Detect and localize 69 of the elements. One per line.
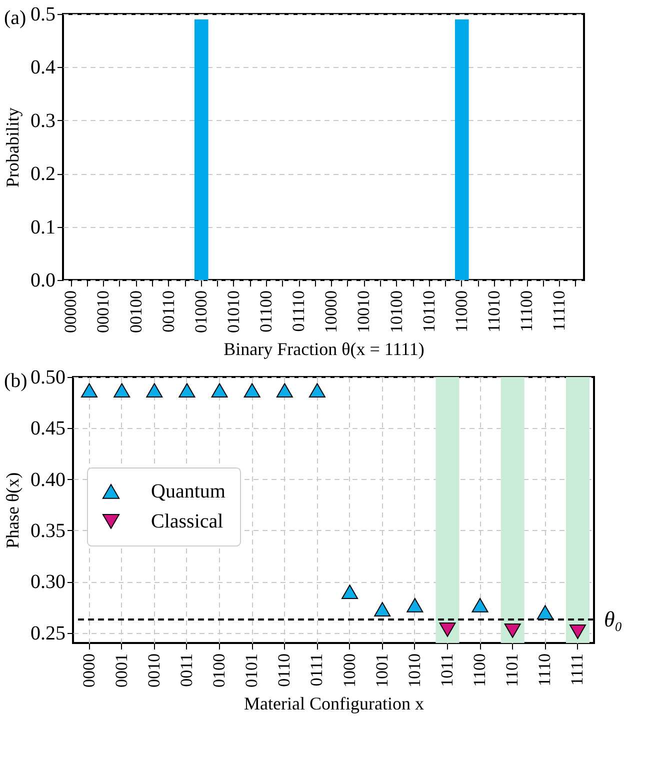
chart-title: (b) [4,370,28,392]
x-tick-label: 0110 [274,654,294,687]
point [472,598,488,612]
point [308,383,326,398]
x-tick-label: 11010 [484,290,504,332]
y-tick-label: 0.45 [30,418,66,440]
point [276,383,293,398]
x-tick-label: 0011 [176,654,196,687]
y-tick-label: 0.1 [30,216,56,238]
y-tick-label: 0.35 [30,520,66,542]
x-tick-label: 00010 [94,290,113,333]
x-tick-label: 00000 [61,290,80,333]
x-axis-title: Material Configuration x [244,694,424,714]
point [342,584,358,600]
point [439,622,456,637]
x-tick-label: 1010 [404,654,424,688]
y-tick-label: 0.3 [30,110,56,132]
legend-label: Quantum [151,480,226,502]
x-tick-label: 00100 [126,290,146,333]
x-tick-label: 0010 [144,654,164,688]
y-tick-label: 0.4 [30,56,56,79]
x-tick-label: 0111 [307,654,326,686]
x-tick-label: 1110 [535,654,554,686]
x-tick-label: 01000 [191,290,210,333]
y-tick-label: 0.50 [30,366,66,388]
x-tick-label: 1100 [470,654,490,687]
x-tick-label: 0001 [112,654,131,688]
x-tick-label: 10010 [354,290,374,333]
point [504,624,521,638]
x-tick-label: 10100 [386,290,406,333]
y-tick-label: 0.0 [30,270,56,292]
x-tick-label: 10110 [419,290,438,332]
x-tick-label: 11110 [550,290,569,332]
point [244,383,260,398]
y-tick-label: 0.25 [30,622,66,644]
x-tick-label: 0100 [210,654,229,688]
y-axis-title: Phase θ(x) [2,472,22,549]
point [406,598,424,612]
x-tick-label: 00110 [158,290,178,332]
point [211,383,228,398]
point [536,605,554,620]
x-tick-label: 11000 [452,290,471,332]
x-tick-label: 01100 [256,290,276,332]
y-axis-title: Probability [2,108,22,188]
x-tick-label: 1000 [340,654,359,688]
point [146,383,163,398]
ref-line-label: θ₀ [604,606,622,632]
legend-label: Classical [151,510,224,532]
x-axis-title: Binary Fraction θ(x = 1111) [224,339,424,359]
x-tick-label: 0101 [242,654,262,688]
y-tick-label: 0.30 [30,571,66,594]
point [114,383,130,398]
point [81,383,98,398]
point [374,602,391,616]
x-tick-label: 11100 [517,290,536,332]
x-tick-label: 01010 [224,290,243,333]
point [178,383,196,398]
x-tick-label: 1001 [372,654,392,688]
y-tick-label: 0.2 [30,163,56,186]
x-tick-label: 0000 [79,654,98,688]
x-tick-label: 01110 [289,290,308,332]
x-tick-label: 10000 [322,290,341,333]
x-tick-label: 1101 [502,654,522,687]
x-tick-label: 1111 [568,654,587,686]
x-tick-label: 1011 [437,654,456,687]
chart-title: (a) [4,7,26,29]
point [569,624,586,639]
y-tick-label: 0.40 [30,468,66,491]
y-tick-label: 0.5 [30,4,56,26]
